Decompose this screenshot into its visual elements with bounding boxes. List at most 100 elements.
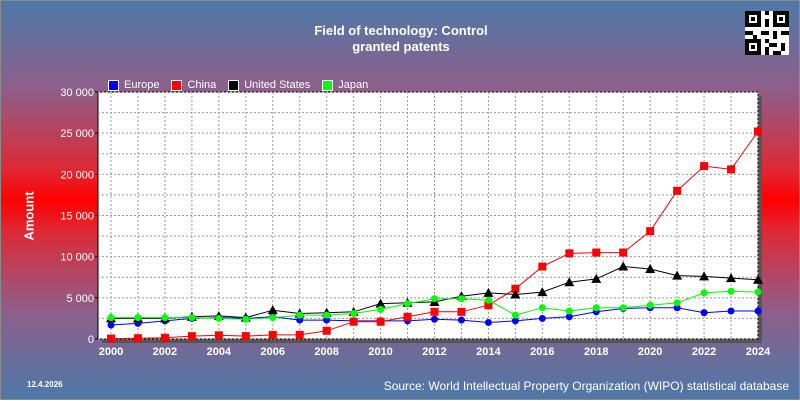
data-point-japan: [700, 289, 708, 297]
x-tick-label: 2006: [261, 346, 285, 358]
x-tick-label: 2002: [153, 346, 177, 358]
legend-label-united-states: United States: [244, 79, 311, 91]
legend-swatch-united-states: [228, 79, 240, 91]
data-point-japan: [565, 307, 573, 315]
data-point-europe: [107, 321, 115, 329]
data-point-china: [295, 330, 304, 339]
y-tick-label: 20 000: [60, 169, 94, 181]
data-point-japan: [188, 314, 196, 322]
data-point-europe: [727, 307, 735, 315]
data-point-japan: [296, 311, 304, 319]
data-point-united-states: [267, 305, 278, 315]
data-point-japan: [484, 296, 492, 304]
data-point-china: [538, 262, 547, 271]
legend-item-japan: Japan: [322, 79, 368, 91]
legend-item-europe: Europe: [108, 79, 159, 91]
data-point-china: [619, 248, 628, 257]
data-point-europe: [296, 316, 304, 324]
data-point-japan: [323, 311, 331, 319]
data-point-europe: [511, 317, 519, 325]
data-point-china: [754, 127, 762, 136]
data-point-japan: [377, 305, 385, 313]
data-point-japan: [619, 304, 627, 312]
data-point-europe: [754, 307, 762, 315]
y-tick-label: 15 000: [60, 211, 94, 223]
data-point-united-states: [753, 274, 763, 284]
data-point-united-states: [591, 273, 602, 283]
data-point-china: [673, 186, 682, 195]
x-tick-label: 2014: [476, 346, 501, 358]
data-point-china: [214, 331, 223, 340]
data-point-united-states: [483, 287, 494, 297]
data-point-japan: [215, 314, 223, 322]
data-point-china: [133, 334, 142, 343]
x-tick-label: 2020: [638, 346, 662, 358]
data-point-china: [457, 307, 466, 316]
legend-item-united-states: United States: [228, 79, 310, 91]
y-tick-label: 5 000: [66, 293, 94, 305]
data-point-united-states: [537, 287, 548, 297]
data-point-japan: [646, 301, 654, 309]
x-tick-label: 2018: [584, 346, 608, 358]
data-point-china: [430, 307, 439, 316]
y-tick-label: 0: [88, 334, 94, 346]
legend-label-japan: Japan: [338, 79, 369, 91]
data-point-china: [349, 317, 358, 326]
data-point-united-states: [672, 270, 683, 280]
x-tick-label: 2008: [314, 346, 338, 358]
data-point-europe: [457, 316, 465, 324]
legend-swatch-china: [171, 79, 183, 91]
data-point-europe: [700, 309, 708, 317]
data-point-europe: [673, 304, 681, 312]
data-point-japan: [242, 315, 250, 323]
data-point-japan: [404, 300, 412, 308]
legend-label-china: China: [187, 79, 217, 91]
date-stamp: 12.4.2026: [27, 380, 63, 389]
data-point-japan: [457, 295, 465, 303]
data-point-japan: [592, 304, 600, 312]
data-point-china: [511, 284, 520, 293]
chart-legend: Europe China United States Japan: [108, 79, 368, 91]
data-point-europe: [538, 314, 546, 322]
data-point-china: [700, 162, 709, 171]
source-note: Source: World Intellectual Property Orga…: [383, 379, 789, 393]
y-tick-label: 25 000: [60, 128, 94, 140]
data-point-china: [403, 312, 412, 321]
legend-item-china: China: [171, 79, 216, 91]
y-tick-label: 30 000: [60, 87, 94, 99]
data-point-china: [565, 249, 574, 258]
data-point-united-states: [375, 298, 386, 308]
legend-swatch-europe: [108, 79, 119, 91]
data-point-china: [592, 248, 601, 257]
y-tick-label: 10 000: [60, 252, 94, 264]
data-point-japan: [431, 295, 438, 303]
data-point-europe: [431, 315, 438, 323]
data-point-united-states: [618, 261, 629, 271]
data-point-japan: [269, 314, 277, 322]
data-point-china: [187, 332, 196, 341]
data-point-japan: [511, 311, 519, 319]
x-tick-label: 2016: [530, 346, 554, 358]
data-point-europe: [323, 316, 331, 324]
data-point-japan: [754, 288, 762, 296]
chart-subtitle: granted patents: [352, 39, 450, 54]
data-point-japan: [350, 309, 358, 317]
qr-code-icon: [745, 11, 789, 55]
data-point-china: [268, 330, 277, 339]
data-point-china: [322, 326, 331, 335]
x-tick-label: 2004: [207, 346, 232, 358]
x-tick-label: 2010: [368, 346, 392, 358]
data-point-united-states: [645, 264, 656, 274]
x-tick-label: 2000: [99, 346, 123, 358]
data-point-china: [484, 301, 493, 310]
data-point-china: [727, 165, 736, 174]
chart-title: Field of technology: Control: [314, 23, 488, 38]
x-tick-label: 2022: [692, 346, 716, 358]
data-point-japan: [538, 304, 546, 312]
data-point-japan: [134, 314, 142, 322]
x-tick-label: 2024: [746, 346, 771, 358]
data-point-united-states: [726, 273, 737, 283]
data-point-china: [646, 227, 655, 236]
